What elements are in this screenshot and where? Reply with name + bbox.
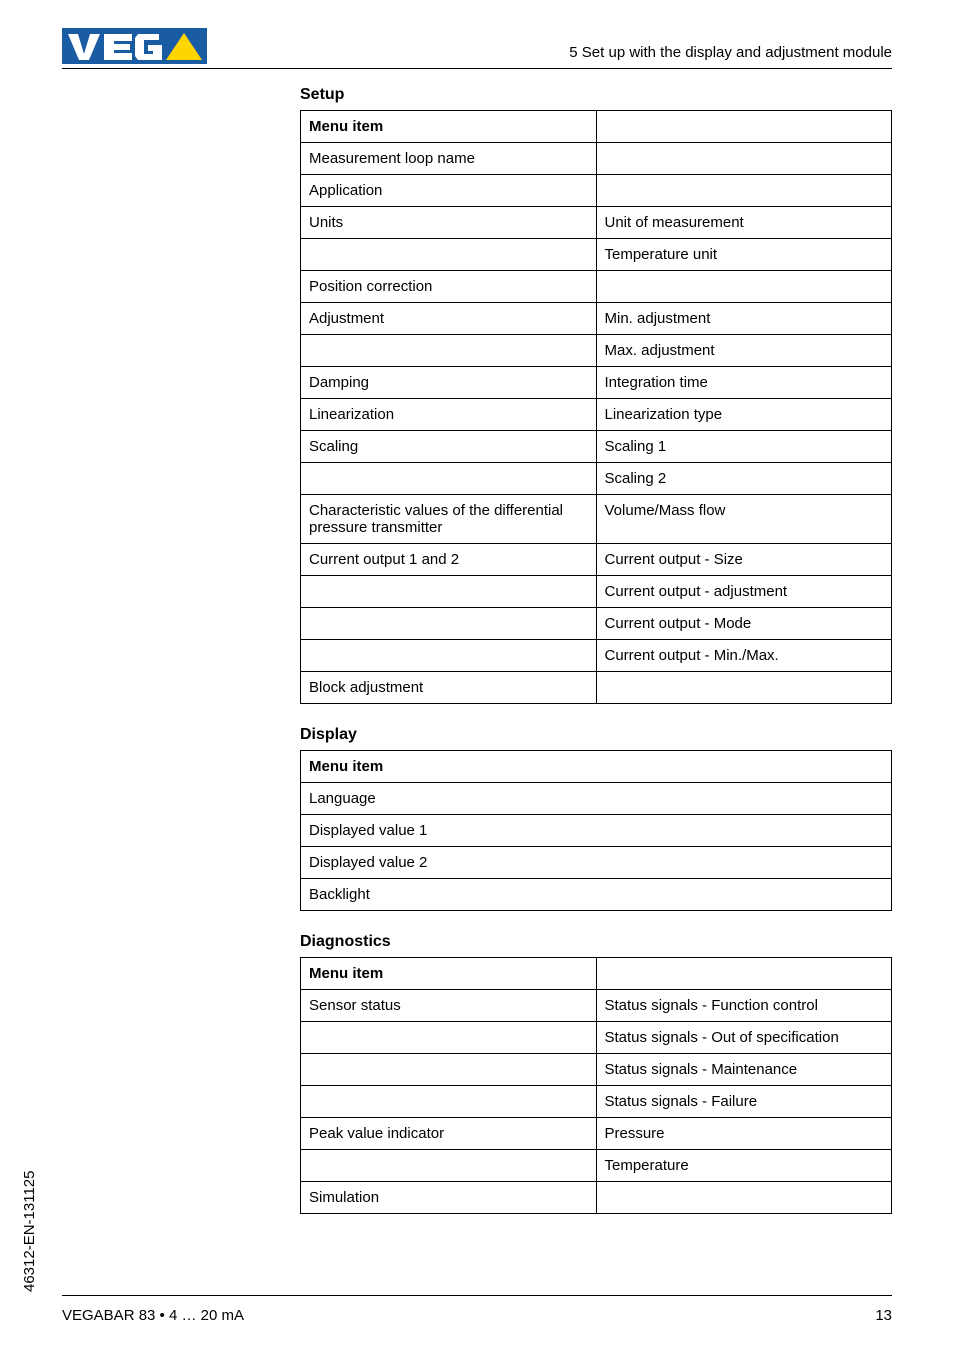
setup-cell: Units xyxy=(301,207,597,239)
diagnostics-table: Menu item Sensor statusStatus signals - … xyxy=(300,957,892,1214)
setup-cell xyxy=(596,175,892,207)
setup-cell: Current output 1 and 2 xyxy=(301,544,597,576)
setup-cell xyxy=(596,143,892,175)
diagnostics-cell xyxy=(596,1182,892,1214)
setup-cell: Current output - adjustment xyxy=(596,576,892,608)
display-cell: Backlight xyxy=(301,879,892,911)
diagnostics-cell: Sensor status xyxy=(301,990,597,1022)
display-cell: Displayed value 1 xyxy=(301,815,892,847)
setup-title: Setup xyxy=(300,86,892,104)
header-rule xyxy=(62,68,892,69)
diagnostics-cell xyxy=(301,1086,597,1118)
setup-cell: Scaling 2 xyxy=(596,463,892,495)
diagnostics-cell: Pressure xyxy=(596,1118,892,1150)
diagnostics-cell xyxy=(301,1150,597,1182)
footer-rule xyxy=(62,1295,892,1296)
setup-cell: Block adjustment xyxy=(301,672,597,704)
diagnostics-cell: Status signals - Out of specification xyxy=(596,1022,892,1054)
setup-cell: Damping xyxy=(301,367,597,399)
setup-header-cell: Menu item xyxy=(301,111,597,143)
setup-cell: Volume/Mass flow xyxy=(596,495,892,544)
setup-header-empty xyxy=(596,111,892,143)
page-number: 13 xyxy=(875,1307,892,1324)
display-header-cell: Menu item xyxy=(301,751,892,783)
setup-cell: Current output - Size xyxy=(596,544,892,576)
setup-cell: Characteristic values of the differentia… xyxy=(301,495,597,544)
diagnostics-cell: Status signals - Failure xyxy=(596,1086,892,1118)
setup-cell: Linearization type xyxy=(596,399,892,431)
setup-cell xyxy=(301,576,597,608)
setup-cell: Current output - Min./Max. xyxy=(596,640,892,672)
setup-cell: Temperature unit xyxy=(596,239,892,271)
diagnostics-cell: Status signals - Maintenance xyxy=(596,1054,892,1086)
diagnostics-cell xyxy=(301,1022,597,1054)
setup-cell xyxy=(596,271,892,303)
footer-left: VEGABAR 83 • 4 … 20 mA xyxy=(62,1307,244,1324)
diagnostics-header-cell: Menu item xyxy=(301,958,597,990)
setup-cell xyxy=(301,335,597,367)
display-cell: Displayed value 2 xyxy=(301,847,892,879)
setup-cell xyxy=(301,239,597,271)
diagnostics-header-empty xyxy=(596,958,892,990)
setup-cell: Linearization xyxy=(301,399,597,431)
diagnostics-cell xyxy=(301,1054,597,1086)
setup-cell xyxy=(301,640,597,672)
setup-cell: Integration time xyxy=(596,367,892,399)
document-number: 46312-EN-131125 xyxy=(21,1171,38,1292)
setup-cell: Position correction xyxy=(301,271,597,303)
header-section-title: 5 Set up with the display and adjustment… xyxy=(569,44,892,61)
diagnostics-cell: Peak value indicator xyxy=(301,1118,597,1150)
setup-table: Menu item Measurement loop name Applicat… xyxy=(300,110,892,704)
display-title: Display xyxy=(300,726,892,744)
setup-cell: Measurement loop name xyxy=(301,143,597,175)
setup-cell: Unit of measurement xyxy=(596,207,892,239)
display-table: Menu item Language Displayed value 1 Dis… xyxy=(300,750,892,911)
setup-cell xyxy=(596,672,892,704)
setup-cell: Min. adjustment xyxy=(596,303,892,335)
setup-cell xyxy=(301,463,597,495)
setup-cell: Max. adjustment xyxy=(596,335,892,367)
display-cell: Language xyxy=(301,783,892,815)
diagnostics-title: Diagnostics xyxy=(300,933,892,951)
setup-cell: Current output - Mode xyxy=(596,608,892,640)
setup-cell: Scaling 1 xyxy=(596,431,892,463)
diagnostics-cell: Temperature xyxy=(596,1150,892,1182)
diagnostics-cell: Status signals - Function control xyxy=(596,990,892,1022)
diagnostics-cell: Simulation xyxy=(301,1182,597,1214)
setup-cell: Scaling xyxy=(301,431,597,463)
setup-cell: Application xyxy=(301,175,597,207)
vega-logo xyxy=(62,28,207,64)
setup-cell xyxy=(301,608,597,640)
setup-cell: Adjustment xyxy=(301,303,597,335)
